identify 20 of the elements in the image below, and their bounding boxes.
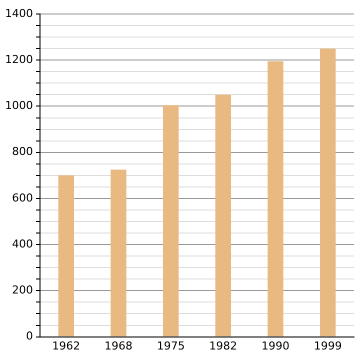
y-tick-label: 800 <box>12 145 33 158</box>
bar <box>320 48 336 336</box>
bar <box>268 61 284 336</box>
x-tick-label: 1982 <box>209 339 238 352</box>
x-tick-label: 1990 <box>262 339 290 352</box>
y-tick-label: 600 <box>12 191 33 204</box>
bar <box>162 105 179 336</box>
bar <box>110 170 126 336</box>
y-tick-label: 400 <box>12 237 33 250</box>
bar <box>215 94 232 336</box>
x-tick-label: 1962 <box>52 339 80 352</box>
y-tick-label: 200 <box>12 284 33 297</box>
y-tick-label: 1200 <box>4 52 33 66</box>
y-tick-label: 0 <box>26 330 33 343</box>
y-tick-label: 1400 <box>4 6 33 20</box>
bar <box>58 175 74 336</box>
x-tick-label: 1968 <box>104 339 132 352</box>
x-tick-label: 1999 <box>314 339 342 352</box>
y-tick-label: 1000 <box>4 99 33 112</box>
x-tick-label: 1975 <box>156 339 185 352</box>
